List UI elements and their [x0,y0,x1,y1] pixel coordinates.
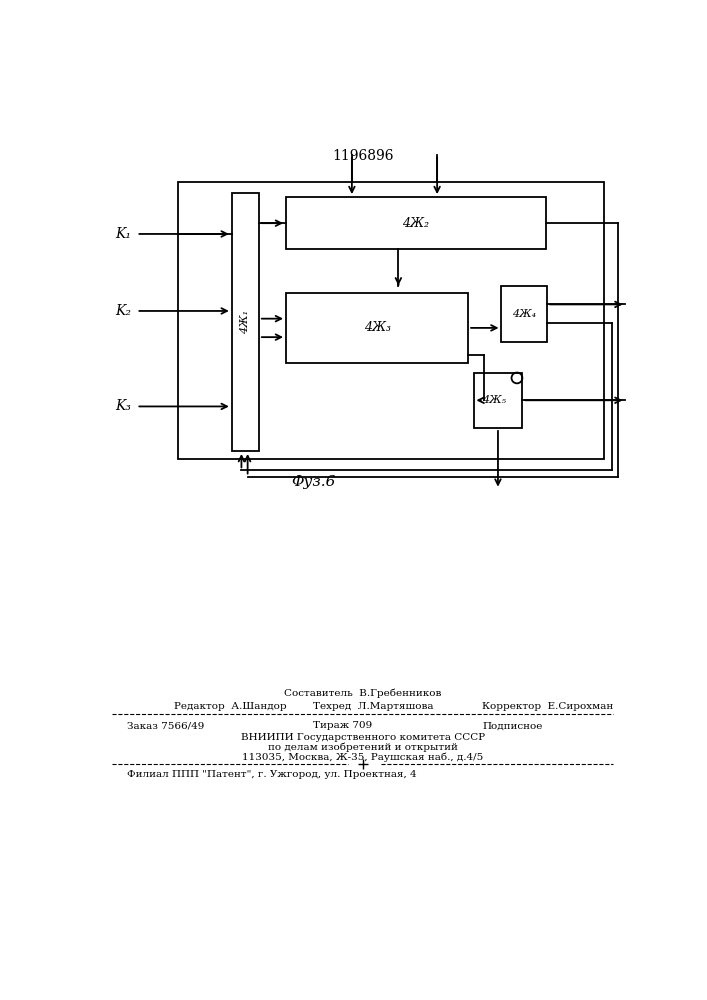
Bar [286,293,468,363]
Text: K₃: K₃ [115,399,132,413]
Bar [232,193,259,451]
Bar [501,286,547,342]
Text: Корректор  Е.Сирохман: Корректор Е.Сирохман [482,702,614,711]
Text: 4Ж₂: 4Ж₂ [402,217,429,230]
Bar [177,182,604,459]
Text: по делам изобретений и открытий: по делам изобретений и открытий [268,743,457,752]
Text: Φуз.6: Φуз.6 [291,475,335,489]
Text: 4Ж₄: 4Ж₄ [513,309,537,319]
Text: 4Ж₃: 4Ж₃ [363,321,390,334]
Text: Подписное: Подписное [482,721,542,730]
Text: Тираж 709: Тираж 709 [313,721,373,730]
Text: K₁: K₁ [115,227,132,241]
Text: Составитель  В.Гребенников: Составитель В.Гребенников [284,689,441,698]
Text: Филиал ППП "Патент", г. Ужгород, ул. Проектная, 4: Филиал ППП "Патент", г. Ужгород, ул. Про… [127,770,416,779]
Text: 113035, Москва, Ж-35, Раушская наб., д.4/5: 113035, Москва, Ж-35, Раушская наб., д.4… [242,753,484,762]
Text: 4Ж₁: 4Ж₁ [240,310,250,334]
Text: Заказ 7566/49: Заказ 7566/49 [127,721,204,730]
Text: ВНИИПИ Государственного комитета СССР: ВНИИПИ Государственного комитета СССР [240,733,485,742]
Text: Редактор  А.Шандор: Редактор А.Шандор [174,702,286,711]
Text: Техред  Л.Мартяшова: Техред Л.Мартяшова [313,702,433,711]
Text: K₂: K₂ [115,304,132,318]
Text: 1196896: 1196896 [332,149,394,163]
Bar [286,197,546,249]
Text: 4Ж₅: 4Ж₅ [482,395,506,405]
Bar [474,373,522,428]
